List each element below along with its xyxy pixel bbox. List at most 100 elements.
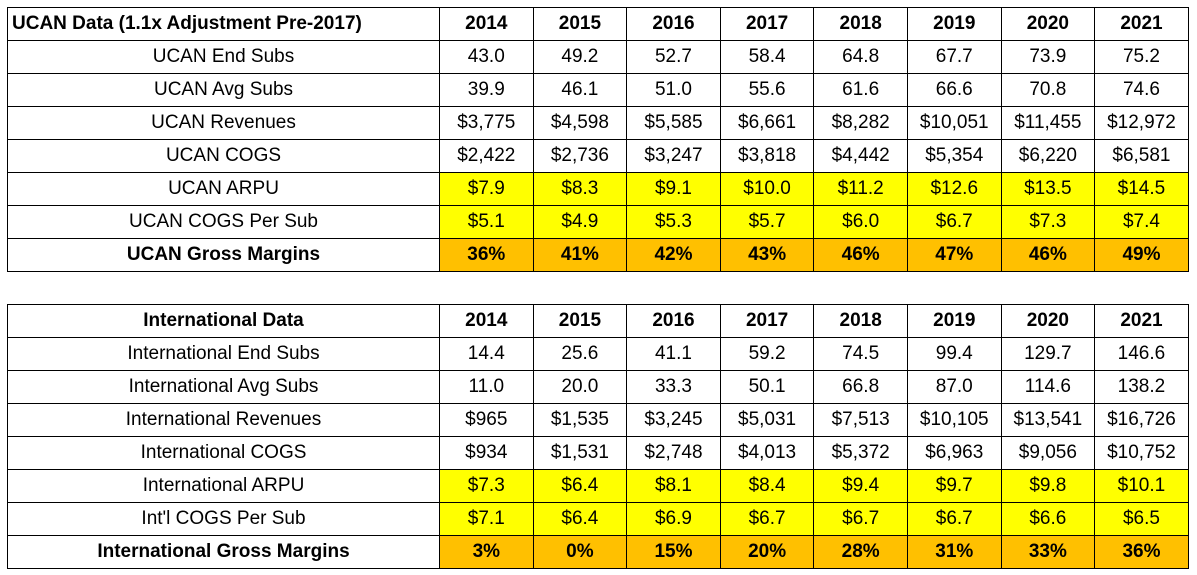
value-cell: $10.1 xyxy=(1094,469,1189,503)
value-cell: $5.3 xyxy=(626,205,721,239)
value-cell: 51.0 xyxy=(626,73,721,107)
value-cell: 59.2 xyxy=(719,337,815,371)
value-cell: $2,736 xyxy=(532,139,628,173)
value-cell: 46% xyxy=(1000,238,1096,272)
value-cell: $6,661 xyxy=(719,106,815,140)
year-header-2021: 2021 xyxy=(1094,304,1189,338)
value-cell: $9.8 xyxy=(1000,469,1096,503)
value-cell: $5,031 xyxy=(719,403,815,437)
value-cell: $8.4 xyxy=(719,469,815,503)
row-international-revenues: International Revenues $965 $1,535 $3,245 $5… xyxy=(7,403,1189,437)
value-cell: $6.7 xyxy=(719,502,815,536)
value-cell: 33.3 xyxy=(626,370,721,404)
value-cell: $13.5 xyxy=(1000,172,1096,206)
value-cell: $7.3 xyxy=(439,469,534,503)
value-cell: $4,013 xyxy=(719,436,815,470)
value-cell: 75.2 xyxy=(1094,40,1189,74)
value-cell: $7.9 xyxy=(439,172,534,206)
row-int-l-cogs-per-sub: Int'l COGS Per Sub $7.1 $6.4 $6.9 $6.7 $6.7 $6… xyxy=(7,502,1189,536)
value-cell: $2,748 xyxy=(626,436,721,470)
row-label: Int'l COGS Per Sub xyxy=(7,502,440,536)
value-cell: $8.3 xyxy=(532,172,628,206)
year-header-2016: 2016 xyxy=(626,304,721,338)
value-cell: 74.5 xyxy=(813,337,908,371)
value-cell: $6.7 xyxy=(813,502,908,536)
value-cell: $6,963 xyxy=(906,436,1002,470)
international-data-table: International Data 2014 2015 2016 2017 2018 20… xyxy=(7,304,1189,569)
row-label: International Gross Margins xyxy=(7,535,440,569)
year-header-2018: 2018 xyxy=(813,7,908,41)
value-cell: $9.7 xyxy=(906,469,1002,503)
row-international-arpu: International ARPU $7.3 $6.4 $8.1 $8.4 $9.4 $9… xyxy=(7,469,1189,503)
row-international-cogs: International COGS $934 $1,531 $2,748 $4,013… xyxy=(7,436,1189,470)
row-label: UCAN Avg Subs xyxy=(7,73,440,107)
year-header-2014: 2014 xyxy=(439,7,534,41)
table-title: UCAN Data (1.1x Adjustment Pre-2017) xyxy=(7,7,440,41)
value-cell: $10.0 xyxy=(719,172,815,206)
value-cell: 49.2 xyxy=(532,40,628,74)
value-cell: $7.3 xyxy=(1000,205,1096,239)
year-header-2021: 2021 xyxy=(1094,7,1189,41)
value-cell: $965 xyxy=(439,403,534,437)
row-label: UCAN COGS xyxy=(7,139,440,173)
year-header-2017: 2017 xyxy=(719,304,815,338)
value-cell: 28% xyxy=(813,535,908,569)
year-header-2017: 2017 xyxy=(719,7,815,41)
value-cell: $1,535 xyxy=(532,403,628,437)
value-cell: 73.9 xyxy=(1000,40,1096,74)
year-header-2015: 2015 xyxy=(532,7,628,41)
value-cell: 49% xyxy=(1094,238,1189,272)
value-cell: $5,354 xyxy=(906,139,1002,173)
value-cell: $3,245 xyxy=(626,403,721,437)
year-header-2019: 2019 xyxy=(906,304,1002,338)
row-label: UCAN COGS Per Sub xyxy=(7,205,440,239)
row-ucan-avg-subs: UCAN Avg Subs 39.9 46.1 51.0 55.6 61.6 66.6 70.… xyxy=(7,73,1189,107)
value-cell: 41% xyxy=(532,238,628,272)
value-cell: $6.5 xyxy=(1094,502,1189,536)
value-cell: $12,972 xyxy=(1094,106,1189,140)
value-cell: 52.7 xyxy=(626,40,721,74)
value-cell: $16,726 xyxy=(1094,403,1189,437)
value-cell: $10,051 xyxy=(906,106,1002,140)
value-cell: 58.4 xyxy=(719,40,815,74)
value-cell: 14.4 xyxy=(439,337,534,371)
value-cell: $6,581 xyxy=(1094,139,1189,173)
value-cell: 36% xyxy=(1094,535,1189,569)
value-cell: $3,247 xyxy=(626,139,721,173)
value-cell: 11.0 xyxy=(439,370,534,404)
row-label: UCAN ARPU xyxy=(7,172,440,206)
value-cell: 138.2 xyxy=(1094,370,1189,404)
row-ucan-cogs: UCAN COGS $2,422 $2,736 $3,247 $3,818 $4,442 $… xyxy=(7,139,1189,173)
value-cell: $5,585 xyxy=(626,106,721,140)
value-cell: 146.6 xyxy=(1094,337,1189,371)
year-header-2019: 2019 xyxy=(906,7,1002,41)
value-cell: $6.4 xyxy=(532,469,628,503)
value-cell: 47% xyxy=(906,238,1002,272)
row-international-gross-margins: International Gross Margins 3% 0% 15% 20% 28%… xyxy=(7,535,1189,569)
row-international-avg-subs: International Avg Subs 11.0 20.0 33.3 50.1 66… xyxy=(7,370,1189,404)
value-cell: $6.7 xyxy=(906,205,1002,239)
value-cell: $6.4 xyxy=(532,502,628,536)
value-cell: $12.6 xyxy=(906,172,1002,206)
year-header-2015: 2015 xyxy=(532,304,628,338)
value-cell: 39.9 xyxy=(439,73,534,107)
row-label: UCAN Gross Margins xyxy=(7,238,440,272)
value-cell: $6.0 xyxy=(813,205,908,239)
row-label: International End Subs xyxy=(7,337,440,371)
ucan-data-table: UCAN Data (1.1x Adjustment Pre-2017) 2014… xyxy=(7,7,1189,272)
row-label: UCAN Revenues xyxy=(7,106,440,140)
value-cell: 31% xyxy=(906,535,1002,569)
value-cell: $10,105 xyxy=(906,403,1002,437)
value-cell: $9,056 xyxy=(1000,436,1096,470)
value-cell: 20.0 xyxy=(532,370,628,404)
value-cell: $6.9 xyxy=(626,502,721,536)
value-cell: $8,282 xyxy=(813,106,908,140)
year-header-2014: 2014 xyxy=(439,304,534,338)
row-label: International ARPU xyxy=(7,469,440,503)
value-cell: 43% xyxy=(719,238,815,272)
value-cell: 33% xyxy=(1000,535,1096,569)
value-cell: $7.1 xyxy=(439,502,534,536)
year-header-2018: 2018 xyxy=(813,304,908,338)
value-cell: $10,752 xyxy=(1094,436,1189,470)
value-cell: 129.7 xyxy=(1000,337,1096,371)
